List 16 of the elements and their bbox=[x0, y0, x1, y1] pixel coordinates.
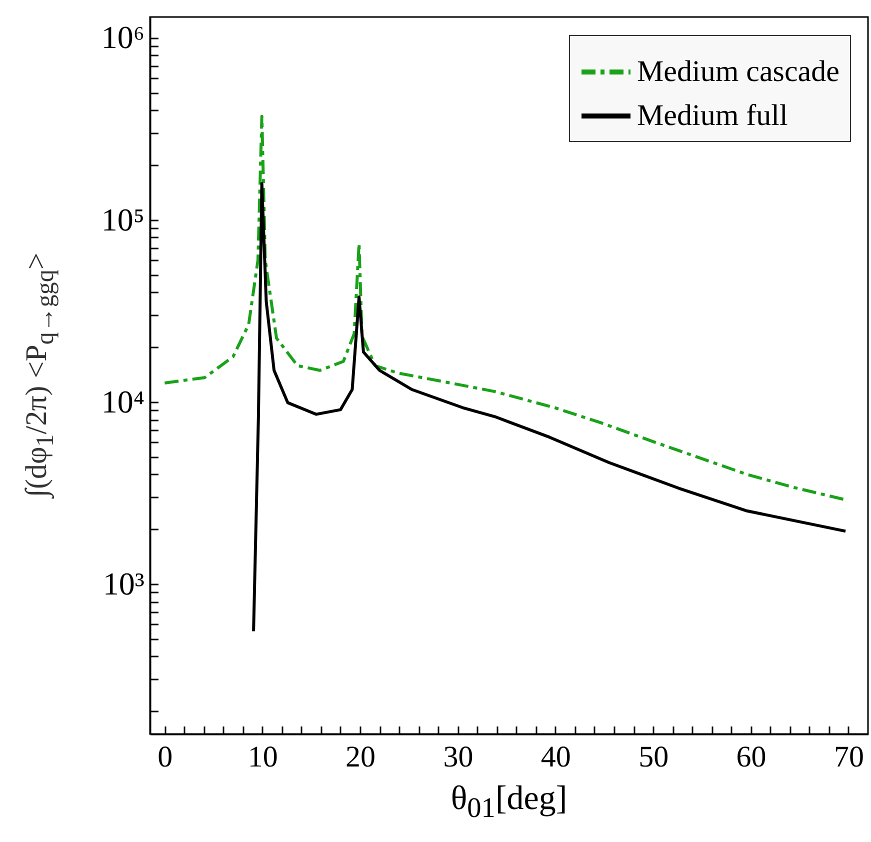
line-series bbox=[252, 182, 848, 633]
x-axis-title: θ$_{01}$[deg] bbox=[450, 780, 568, 825]
y-tick-label: 10³ bbox=[102, 565, 144, 602]
x-tick-label: 30 bbox=[443, 740, 474, 774]
x-tick-label: 0 bbox=[158, 740, 173, 774]
x-tick-label: 70 bbox=[834, 740, 864, 774]
y-tick-label: 10⁵ bbox=[101, 201, 144, 238]
x-tick-label: 10 bbox=[248, 740, 278, 774]
y-tick-label: 10⁴ bbox=[101, 383, 144, 420]
y-tick-label: 10⁶ bbox=[101, 19, 144, 56]
legend-label: Medium full bbox=[637, 99, 788, 132]
x-tick-label: 50 bbox=[638, 740, 669, 774]
x-tick-label: 40 bbox=[540, 740, 571, 774]
legend-label: Medium cascade bbox=[637, 55, 840, 88]
x-tick-label: 20 bbox=[346, 740, 376, 774]
x-tick-label: 60 bbox=[736, 740, 766, 774]
